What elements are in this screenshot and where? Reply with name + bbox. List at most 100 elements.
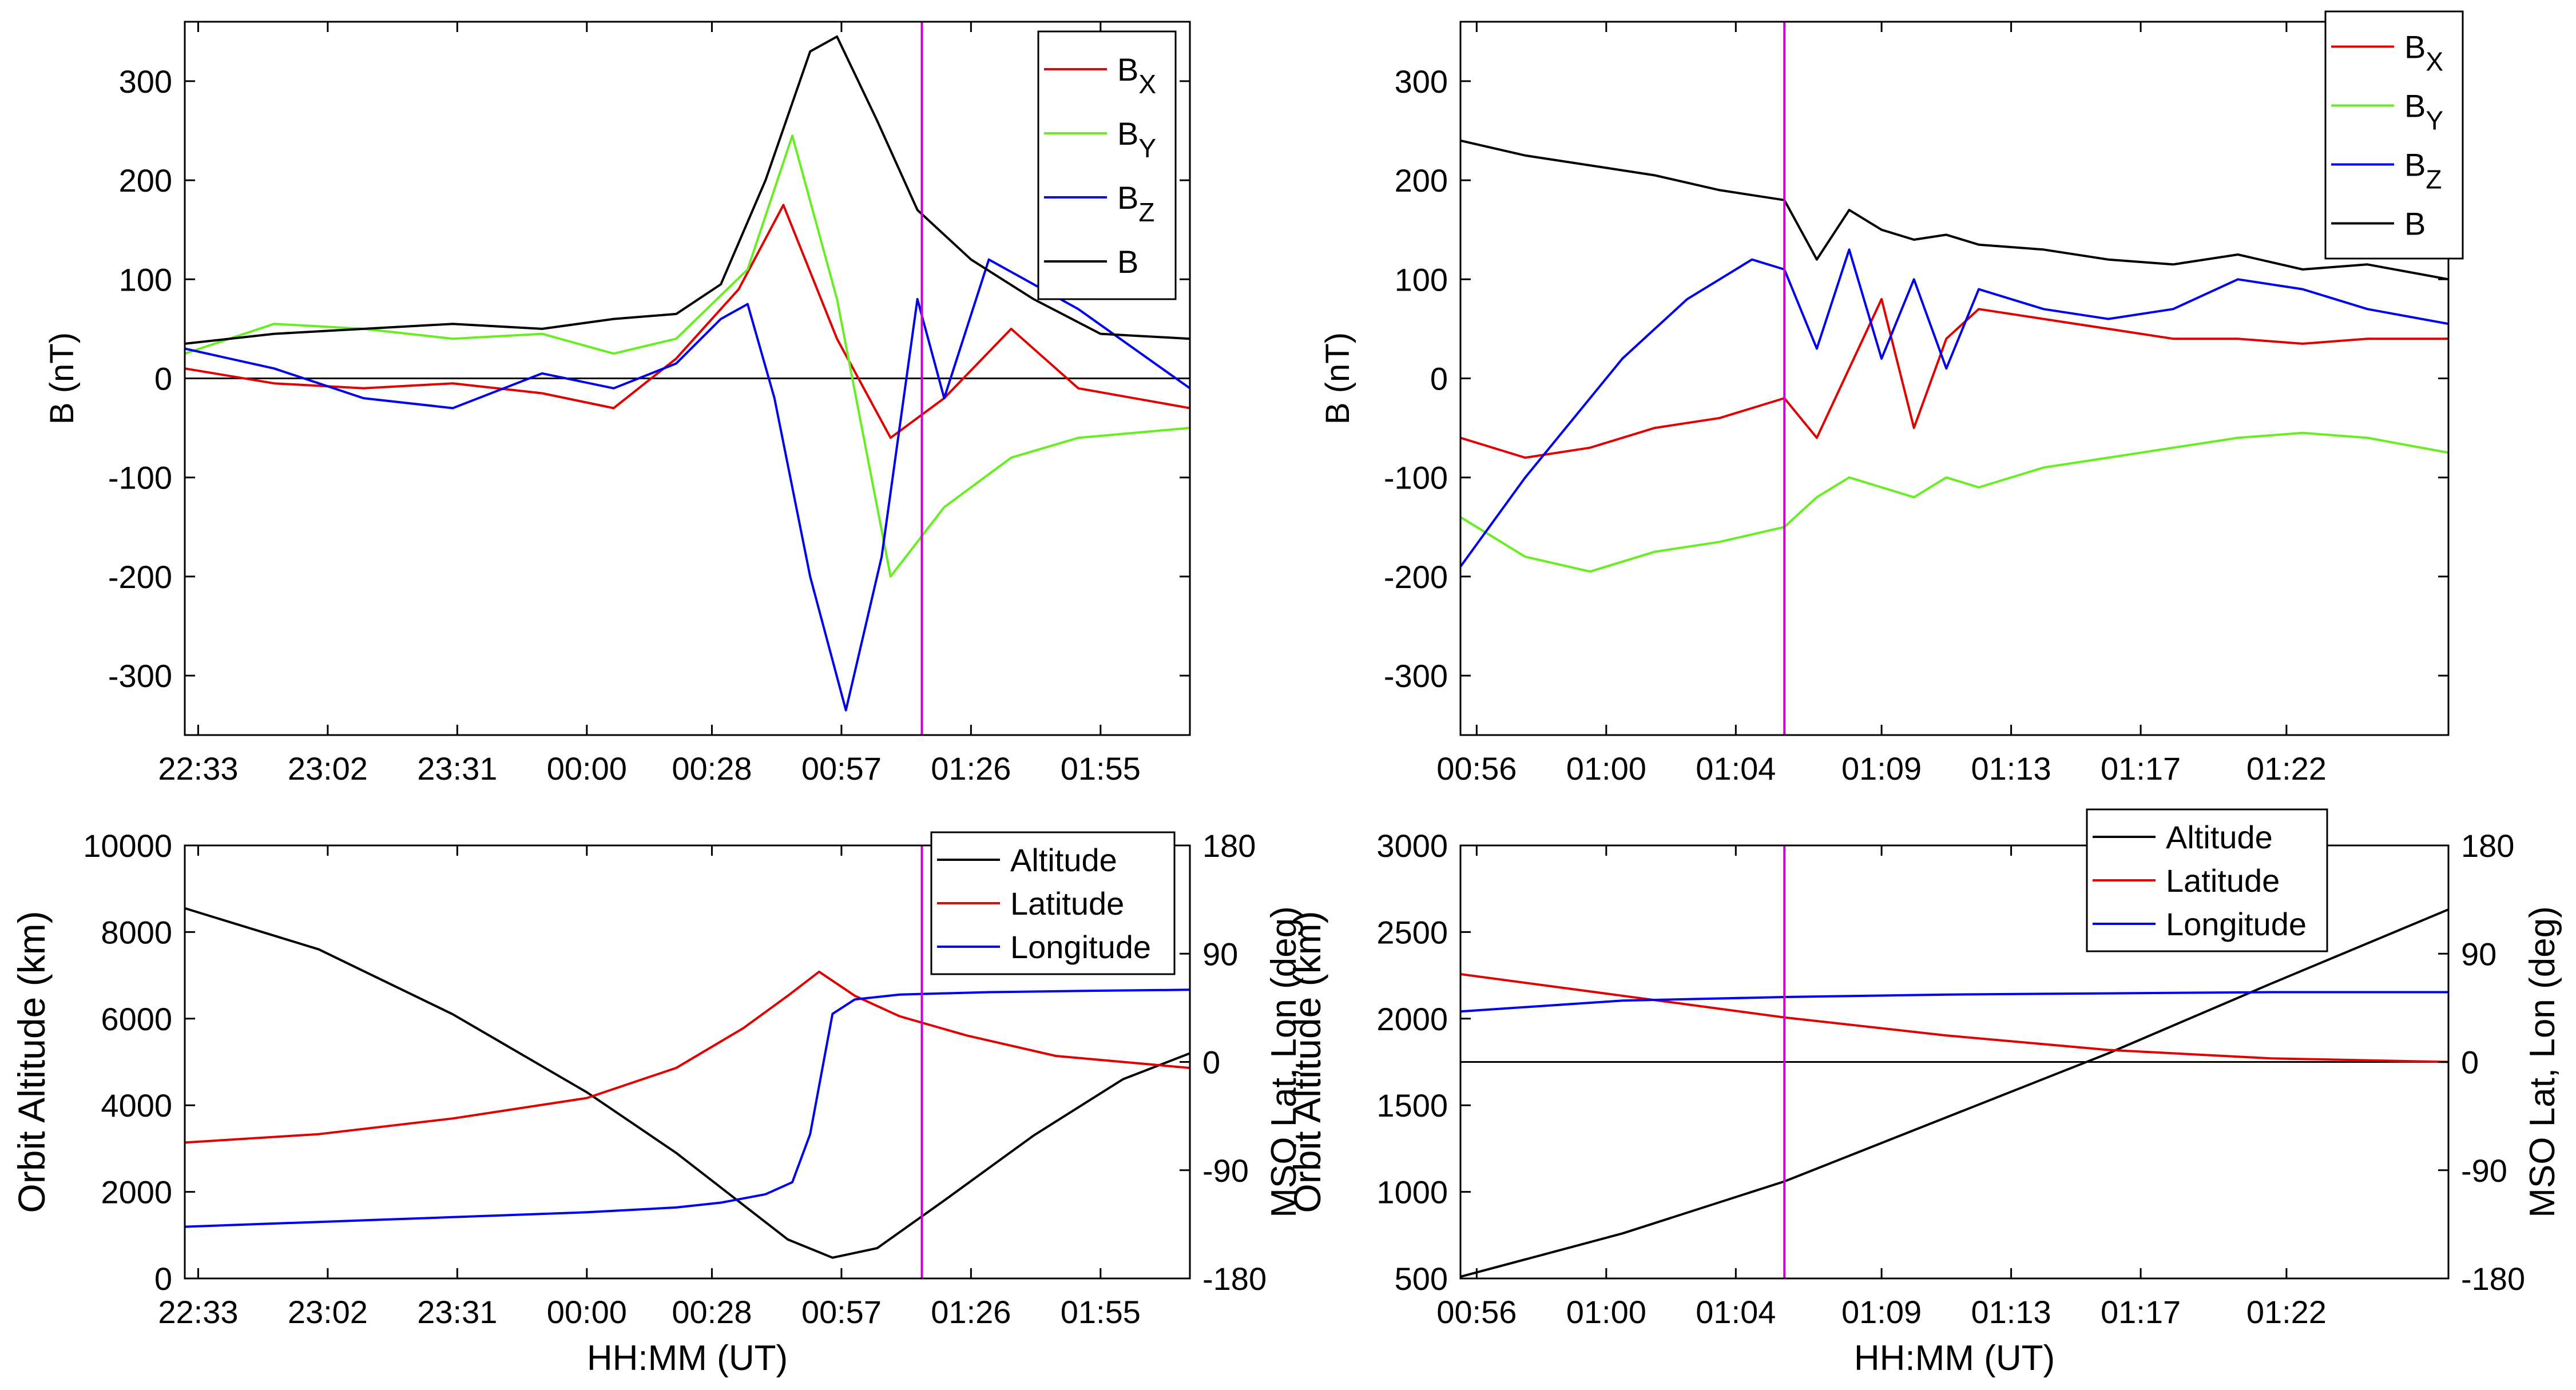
y-tick-label: 200	[1395, 162, 1448, 198]
series-line-bz	[1460, 248, 2448, 567]
legend-label-text: Longitude	[1010, 929, 1151, 965]
y-tick-label: 1500	[1376, 1087, 1448, 1123]
y-tick-label: 0	[154, 361, 172, 397]
y-tick-label: 4000	[101, 1087, 172, 1123]
y2-tick-label: 180	[2461, 828, 2514, 864]
y-tick-label: 6000	[101, 1001, 172, 1037]
legend-label-subscript: Y	[2426, 106, 2443, 136]
legend-label-text: Altitude	[1010, 842, 1117, 878]
x-tick-label: 01:13	[1971, 750, 2051, 787]
legend-label-text: Altitude	[2166, 819, 2273, 855]
panel-magnetic-field-zoom: 00:56 01:00 01:04 01:09 01:13 01:17 01:22 300 20…	[1319, 10, 2464, 787]
legend-label: Altitude	[1010, 842, 1117, 878]
y-tick-label: -100	[1384, 460, 1448, 496]
plot-area	[1460, 139, 2448, 573]
legend-label-text: B	[2404, 206, 2426, 242]
x-tick-label: 01:55	[1061, 750, 1141, 787]
panel-orbit-full: 22:33 23:02 23:31 00:00 00:28 00:57 01:26 01:55…	[10, 828, 1304, 1378]
x-tick-label: 01:09	[1841, 1294, 1922, 1330]
y-tick-label: 0	[1430, 361, 1448, 397]
series-line-longitude	[1460, 991, 2448, 1013]
legend-label: BX	[1117, 51, 1156, 99]
y-tick-label: 2500	[1376, 914, 1448, 950]
y-tick-label: 300	[119, 63, 172, 100]
x-tick-label: 00:00	[547, 750, 627, 787]
y-tick-label: 100	[1395, 261, 1448, 297]
series-line-longitude	[185, 988, 1190, 1228]
series-line-altitude	[185, 907, 1190, 1259]
legend-label: B	[1117, 244, 1138, 280]
y2-tick-label: -180	[2461, 1261, 2525, 1297]
legend-label: BY	[1117, 116, 1156, 163]
y-axis-label: B (nT)	[43, 332, 81, 424]
legend-label-text: B	[2404, 147, 2426, 183]
y-tick-label: -100	[108, 460, 172, 496]
y-tick-label: -200	[108, 559, 172, 595]
legend-label: Longitude	[1010, 929, 1151, 965]
legend-label: BX	[2404, 29, 2443, 77]
legend-label-text: B	[1117, 180, 1138, 216]
y-tick-label: 8000	[101, 914, 172, 950]
x-tick-label: 00:28	[672, 1294, 752, 1330]
panel-magnetic-field-full-orbit: 22:33 23:02 23:31 00:00 00:28 00:57 01:26 01:55…	[43, 21, 1191, 787]
y-tick-label: -200	[1384, 559, 1448, 595]
x-tick-label: 01:04	[1696, 1294, 1776, 1330]
legend-label-subscript: Z	[1138, 197, 1154, 227]
legend-label: BZ	[2404, 147, 2442, 194]
legend-label: Altitude	[2166, 819, 2273, 855]
y2-tick-label: 0	[1202, 1045, 1220, 1081]
x-tick-label: 23:31	[417, 1294, 497, 1330]
legend-label: BZ	[1117, 180, 1154, 227]
legend-label-subscript: Y	[1138, 133, 1156, 163]
y2-tick-label: -90	[2461, 1153, 2507, 1189]
legend-label: Longitude	[2166, 906, 2307, 942]
y-tick-label: 200	[119, 162, 172, 198]
plot-area	[185, 35, 1190, 712]
series-line-bz	[185, 258, 1190, 712]
series-line-latitude	[1460, 973, 2448, 1063]
legend-label-text: Latitude	[2166, 863, 2280, 899]
y2-tick-label: 180	[1202, 828, 1256, 864]
y-axis-label: Orbit Altitude (km)	[10, 911, 53, 1213]
x-axis-label: HH:MM (UT)	[587, 1339, 788, 1378]
legend-label: Latitude	[1010, 885, 1124, 922]
legend-label-text: Longitude	[2166, 906, 2307, 942]
series-line-b	[1460, 139, 2448, 281]
legend-label-subscript: Z	[2426, 165, 2442, 194]
panel-orbit-zoom: 00:56 01:00 01:04 01:09 01:13 01:17 01:22 3000 2…	[1286, 808, 2562, 1378]
axes-box	[1459, 21, 2450, 736]
legend-label-text: B	[1117, 51, 1138, 88]
legend-label-subscript: X	[1138, 69, 1156, 99]
legend-label: B	[2404, 206, 2426, 242]
series-line-bx	[1460, 297, 2448, 459]
x-tick-label: 01:22	[2246, 1294, 2327, 1330]
y-tick-label: -300	[108, 658, 172, 694]
y2-tick-label: 90	[2461, 936, 2496, 972]
y2-axis-label: MSO Lat, Lon (deg)	[1264, 906, 1304, 1218]
series-line-by	[1460, 431, 2448, 573]
x-tick-label: 00:56	[1436, 1294, 1517, 1330]
y2-axis-label: MSO Lat, Lon (deg)	[2523, 906, 2562, 1218]
legend-label: BY	[2404, 88, 2443, 136]
y2-tick-label: -180	[1202, 1261, 1267, 1297]
x-tick-label: 01:13	[1971, 1294, 2051, 1330]
legend-label-text: B	[1117, 116, 1138, 152]
series-line-bx	[185, 204, 1190, 439]
series-line-by	[185, 134, 1190, 578]
x-tick-label: 01:00	[1566, 750, 1646, 787]
x-tick-label: 01:22	[2246, 750, 2327, 787]
y-tick-label: 100	[119, 261, 172, 297]
legend-label-subscript: X	[2426, 47, 2443, 77]
x-tick-label: 23:02	[288, 750, 368, 787]
x-tick-label: 23:02	[288, 1294, 368, 1330]
y2-tick-label: 0	[2461, 1045, 2479, 1081]
legend: Altitude Latitude Longitude	[930, 831, 1176, 975]
x-tick-label: 01:26	[931, 750, 1011, 787]
x-tick-label: 00:56	[1436, 750, 1517, 787]
x-tick-label: 01:09	[1841, 750, 1922, 787]
y-axis-label: Orbit Altitude (km)	[1286, 911, 1328, 1213]
x-tick-label: 23:31	[417, 750, 497, 787]
x-tick-label: 00:57	[801, 1294, 882, 1330]
